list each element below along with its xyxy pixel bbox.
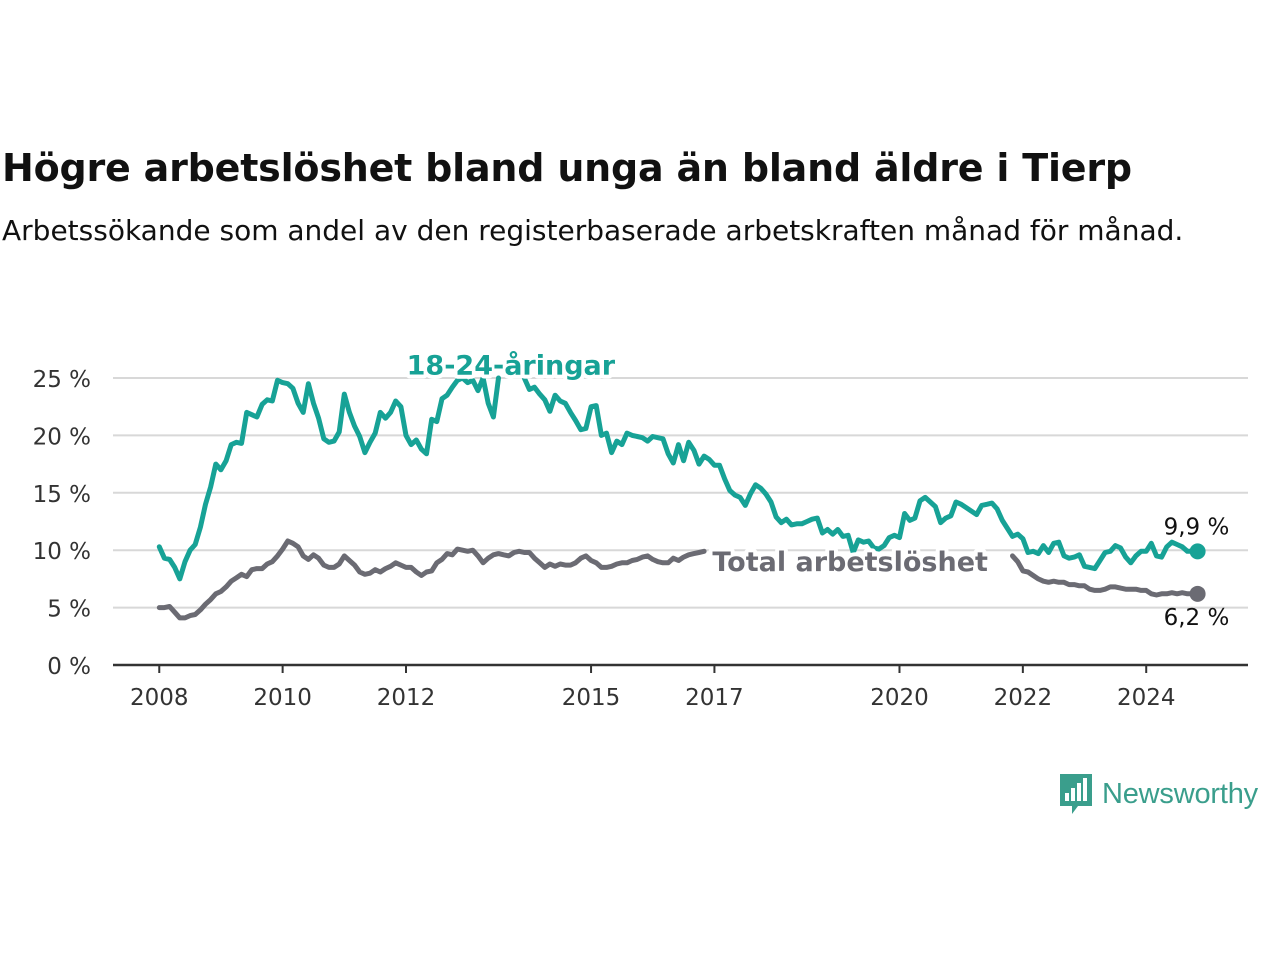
series-line-18-24-åringar-2 — [521, 375, 1201, 572]
y-tick-label: 25 % — [33, 367, 91, 393]
end-value-label-total-arbetslöshet: 6,2 % — [1164, 605, 1230, 631]
x-tick-label: 2008 — [130, 685, 189, 711]
line-chart: 0 %5 %10 %15 %20 %25 % 2008 2010 2012 2015 2… — [33, 346, 1248, 711]
x-tick-label: 2012 — [377, 685, 436, 711]
series-name-label: 18-24-åringar — [407, 350, 616, 382]
x-tick-label: 2010 — [253, 685, 312, 711]
y-axis-ticks: 0 % 5 % 10 % 15 % 20 % 25 % — [33, 367, 91, 680]
series-name-label: Total arbetslöshet — [712, 547, 988, 578]
x-tick-label: 2024 — [1117, 685, 1176, 711]
x-tick-label: 2017 — [685, 685, 744, 711]
x-axis-ticks: 2008 2010 2012 2015 2017 2020 2022 2024 — [130, 665, 1176, 711]
y-tick-label: 15 % — [33, 482, 91, 508]
chart-title: Högre arbetslöshet bland unga än bland ä… — [2, 146, 1132, 190]
grid-lines — [113, 377, 1248, 667]
end-marker-total-arbetslöshet — [1189, 585, 1206, 602]
y-tick-label: 5 % — [47, 597, 91, 623]
x-tick-label: 2020 — [870, 685, 929, 711]
end-value-label-18-24-åringar: 9,9 % — [1164, 514, 1230, 540]
x-tick-label: 2022 — [994, 685, 1053, 711]
chart-subtitle: Arbetssökande som andel av den registerb… — [2, 214, 1184, 247]
end-marker-18-24-åringar — [1189, 543, 1206, 560]
series-annotations: 9,9 % 6,2 % 18-24-åringar Total arbetslöshe… — [403, 346, 1230, 631]
y-tick-label: 20 % — [33, 424, 91, 450]
series-line-18-24-åringar-1 — [156, 375, 501, 582]
newsworthy-chart-bubble-icon — [1060, 774, 1092, 814]
brand-name: Newsworthy — [1102, 777, 1258, 810]
series-lines — [156, 375, 1206, 621]
newsworthy-logo: Newsworthy — [1058, 772, 1258, 816]
series-line-total-arbetslöshet-2 — [1010, 553, 1201, 598]
series-line-total-arbetslöshet-1 — [156, 538, 707, 621]
y-tick-label: 10 % — [33, 539, 91, 565]
x-tick-label: 2015 — [562, 685, 621, 711]
y-tick-label: 0 % — [47, 654, 91, 680]
